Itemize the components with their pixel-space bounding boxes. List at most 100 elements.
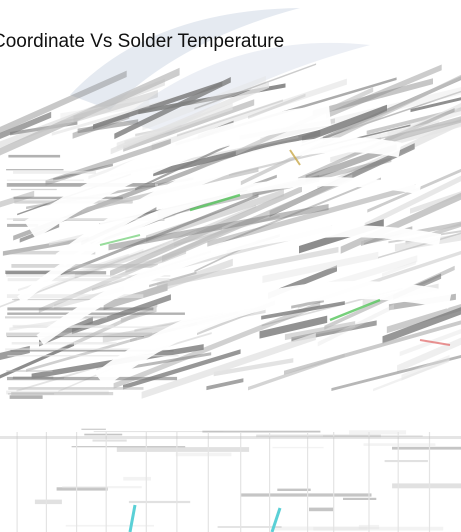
band-streak bbox=[113, 301, 321, 389]
band-streak bbox=[39, 316, 93, 347]
grid-streak bbox=[277, 488, 311, 491]
band-streak bbox=[0, 345, 30, 361]
band-streak bbox=[401, 354, 450, 381]
sweep-arc bbox=[24, 104, 332, 239]
band-streak bbox=[9, 395, 43, 399]
band-streak bbox=[364, 175, 461, 229]
band-streak bbox=[26, 337, 138, 372]
grid-streak bbox=[309, 507, 334, 512]
band-streak bbox=[11, 264, 158, 268]
band-streak bbox=[6, 336, 145, 338]
band-streak bbox=[382, 261, 416, 277]
band-streak bbox=[301, 104, 387, 144]
band-streak bbox=[6, 218, 164, 220]
band-streak bbox=[141, 333, 316, 399]
grid-streak bbox=[392, 446, 461, 450]
data-bands bbox=[0, 63, 461, 399]
grid-streak bbox=[123, 476, 151, 481]
band-streak bbox=[12, 298, 131, 301]
band-streak bbox=[13, 150, 238, 241]
sweep-arc bbox=[17, 177, 421, 304]
band-streak bbox=[0, 230, 197, 308]
band-streak bbox=[262, 251, 379, 283]
grid-streak bbox=[384, 460, 428, 463]
band-streak bbox=[194, 63, 317, 110]
grid-streak bbox=[272, 446, 324, 449]
grid-line bbox=[0, 436, 461, 439]
band-streak bbox=[6, 183, 156, 187]
band-streak bbox=[45, 138, 171, 186]
band-streak bbox=[77, 119, 139, 134]
series-line-green bbox=[189, 193, 241, 212]
series-line-red bbox=[419, 339, 451, 346]
band-streak bbox=[6, 376, 178, 381]
band-streak bbox=[93, 81, 223, 130]
band-streak bbox=[0, 67, 180, 156]
band-streak bbox=[0, 78, 165, 149]
grid-streak bbox=[349, 430, 407, 435]
band-streak bbox=[6, 370, 53, 372]
grid-streak bbox=[65, 524, 154, 527]
grid-streak bbox=[34, 499, 62, 505]
band-streak bbox=[108, 204, 329, 251]
band-streak bbox=[151, 78, 347, 150]
band-streak bbox=[385, 116, 461, 145]
band-streak bbox=[142, 76, 266, 131]
band-streak bbox=[331, 354, 461, 391]
band-streak bbox=[120, 307, 157, 323]
band-streak bbox=[7, 278, 170, 282]
band-streak bbox=[11, 342, 117, 345]
grid-streak bbox=[392, 483, 461, 489]
band-streak bbox=[156, 246, 339, 289]
sweep-arc bbox=[94, 281, 452, 388]
grid-streak bbox=[313, 526, 444, 531]
band-streak bbox=[312, 78, 433, 117]
band-streak bbox=[7, 355, 179, 357]
band-streak bbox=[261, 301, 345, 320]
band-streak bbox=[110, 82, 269, 155]
grid-streak bbox=[84, 433, 123, 436]
band-streak bbox=[6, 332, 153, 336]
band-streak bbox=[206, 378, 244, 391]
band-streak bbox=[5, 348, 151, 351]
band-streak bbox=[317, 304, 394, 347]
band-streak bbox=[397, 337, 461, 373]
band-streak bbox=[135, 143, 230, 191]
band-streak bbox=[259, 315, 328, 339]
band-streak bbox=[0, 111, 52, 140]
band-streak bbox=[8, 387, 144, 390]
band-streak bbox=[7, 312, 185, 315]
grid-streak bbox=[363, 443, 436, 446]
grid-streak bbox=[62, 486, 142, 489]
band-streak bbox=[60, 193, 259, 276]
band-streak bbox=[13, 170, 96, 174]
grid-streak bbox=[71, 446, 186, 448]
band-streak bbox=[213, 358, 294, 377]
grid-streak bbox=[343, 497, 377, 500]
series-line-cyan bbox=[128, 504, 137, 532]
band-streak bbox=[364, 121, 440, 141]
band-streak bbox=[6, 169, 64, 171]
band-streak bbox=[6, 179, 84, 181]
grid-streak bbox=[256, 434, 381, 438]
band-streak bbox=[410, 97, 461, 113]
band-streak bbox=[207, 184, 416, 247]
grid-streak bbox=[175, 452, 232, 457]
band-streak bbox=[378, 232, 461, 259]
band-streak bbox=[0, 70, 127, 134]
band-streak bbox=[410, 191, 461, 214]
band-streak bbox=[248, 93, 306, 120]
band-streak bbox=[73, 90, 158, 123]
series-line-green bbox=[329, 298, 381, 322]
band-streak bbox=[10, 349, 174, 352]
series-line-gold bbox=[289, 149, 301, 166]
band-streak bbox=[325, 64, 442, 119]
grid-streak bbox=[116, 447, 250, 452]
grid-streak bbox=[323, 435, 423, 437]
grid-streak bbox=[273, 526, 368, 531]
glow-arc bbox=[70, 8, 300, 110]
band-streak bbox=[5, 316, 107, 319]
band-streak bbox=[386, 304, 461, 334]
grid-streak bbox=[128, 500, 191, 504]
sweep-arcs bbox=[17, 104, 452, 388]
